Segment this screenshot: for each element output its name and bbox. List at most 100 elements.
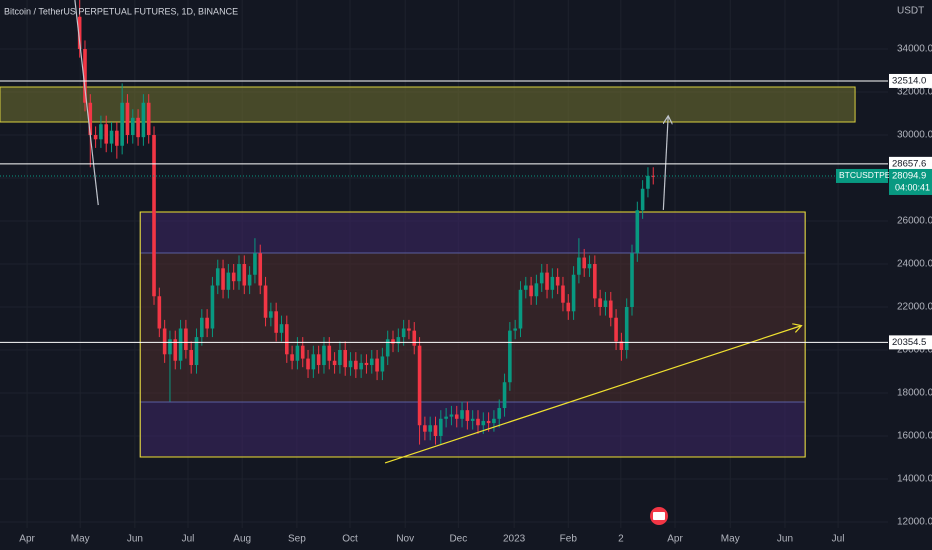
symbol-label: BTCUSDTPERP — [839, 170, 903, 180]
candle-body — [539, 272, 544, 284]
candle-body — [454, 414, 459, 419]
x-tick-label: Sep — [288, 534, 306, 545]
candle-body — [136, 117, 140, 138]
candle-body — [359, 362, 363, 370]
zone — [139, 211, 806, 254]
candle-body — [412, 330, 417, 346]
candle-body — [284, 324, 289, 355]
candle-body — [624, 306, 629, 350]
candle-body — [189, 349, 193, 366]
candle-body — [555, 276, 560, 286]
candle-body — [306, 358, 310, 370]
level-label-box — [889, 73, 932, 88]
candle-body — [513, 328, 517, 331]
candle-body — [614, 317, 618, 342]
candle-body — [253, 253, 257, 275]
candle-body — [77, 16, 82, 50]
candle-body — [300, 345, 305, 359]
candle-body — [184, 328, 188, 350]
candle-body — [231, 272, 236, 282]
candle-body — [608, 300, 613, 318]
candle-body — [598, 298, 602, 307]
candle-body — [364, 362, 369, 366]
candle-body — [439, 418, 443, 436]
candle-body — [168, 339, 172, 355]
candle-body — [375, 358, 379, 372]
candle-body — [338, 349, 342, 366]
candle-body — [492, 418, 496, 424]
y-tick-label: 32000.0 — [897, 87, 932, 98]
candle-body — [566, 302, 571, 312]
level-label: 32514.0 — [892, 75, 926, 86]
candle-body — [385, 339, 390, 357]
candle-body — [109, 130, 114, 144]
candles — [77, 0, 656, 445]
candle-body — [545, 272, 549, 290]
candle-body — [258, 253, 263, 286]
candle-body — [130, 117, 135, 136]
candle-body — [582, 257, 587, 269]
candle-body — [194, 337, 199, 366]
y-tick-label: 24000.0 — [897, 259, 932, 270]
candle-body — [417, 345, 422, 426]
trend-line — [74, 0, 99, 206]
candle-body — [603, 300, 608, 307]
x-tick-label: Apr — [667, 534, 683, 545]
candle-body — [571, 274, 576, 312]
candle-body — [263, 285, 268, 318]
candle-body — [242, 264, 247, 286]
candle-body — [104, 124, 109, 144]
candle-body — [460, 410, 464, 419]
candle-body — [125, 102, 130, 136]
candle-body — [635, 210, 640, 254]
candle-body — [593, 264, 597, 299]
x-tick-label: Aug — [233, 534, 251, 545]
price-axis — [888, 0, 932, 550]
candle-body — [343, 349, 348, 368]
candle-body — [550, 276, 555, 290]
candle-body — [247, 274, 252, 286]
candle-body — [508, 330, 512, 383]
candle-body — [215, 268, 220, 286]
candle-body — [396, 337, 401, 344]
candle-body — [529, 285, 533, 297]
candle-body — [274, 311, 278, 333]
candle-body — [619, 341, 624, 350]
x-tick-label: Oct — [342, 534, 358, 545]
candle-body — [646, 175, 650, 189]
y-tick-label: 26000.0 — [897, 216, 932, 227]
y-tick-label: 18000.0 — [897, 388, 932, 399]
candle-body — [433, 425, 438, 436]
candle-body — [146, 102, 151, 136]
x-tick-label: Jun — [777, 534, 793, 545]
x-tick-label: May — [721, 534, 740, 545]
candle-body — [502, 382, 507, 409]
last-price-box — [889, 168, 932, 195]
candle-body — [311, 354, 316, 370]
level-label: 20354.5 — [892, 337, 926, 348]
candle-body — [152, 135, 156, 297]
candle-body — [200, 317, 204, 338]
candle-body — [295, 345, 300, 361]
candle-body — [640, 188, 645, 211]
candle-body — [407, 328, 411, 331]
countdown-label: 04:00:41 — [895, 182, 930, 192]
y-tick-label: 34000.0 — [897, 44, 932, 55]
candle-body — [651, 175, 656, 177]
x-tick-label: Jul — [832, 534, 845, 545]
candle-body — [173, 339, 178, 361]
candle-body — [354, 360, 358, 370]
candle-body — [577, 257, 581, 275]
y-tick-label: 14000.0 — [897, 474, 932, 485]
y-tick-label: 30000.0 — [897, 130, 932, 141]
level-label-box — [889, 156, 932, 171]
x-tick-label: 2 — [618, 534, 624, 545]
candle-body — [518, 289, 523, 329]
candle-body — [226, 272, 231, 290]
y-tick-label: 12000.0 — [897, 517, 932, 528]
candle-body — [380, 356, 385, 372]
candle-body — [630, 253, 634, 307]
symbol-box — [836, 168, 888, 183]
